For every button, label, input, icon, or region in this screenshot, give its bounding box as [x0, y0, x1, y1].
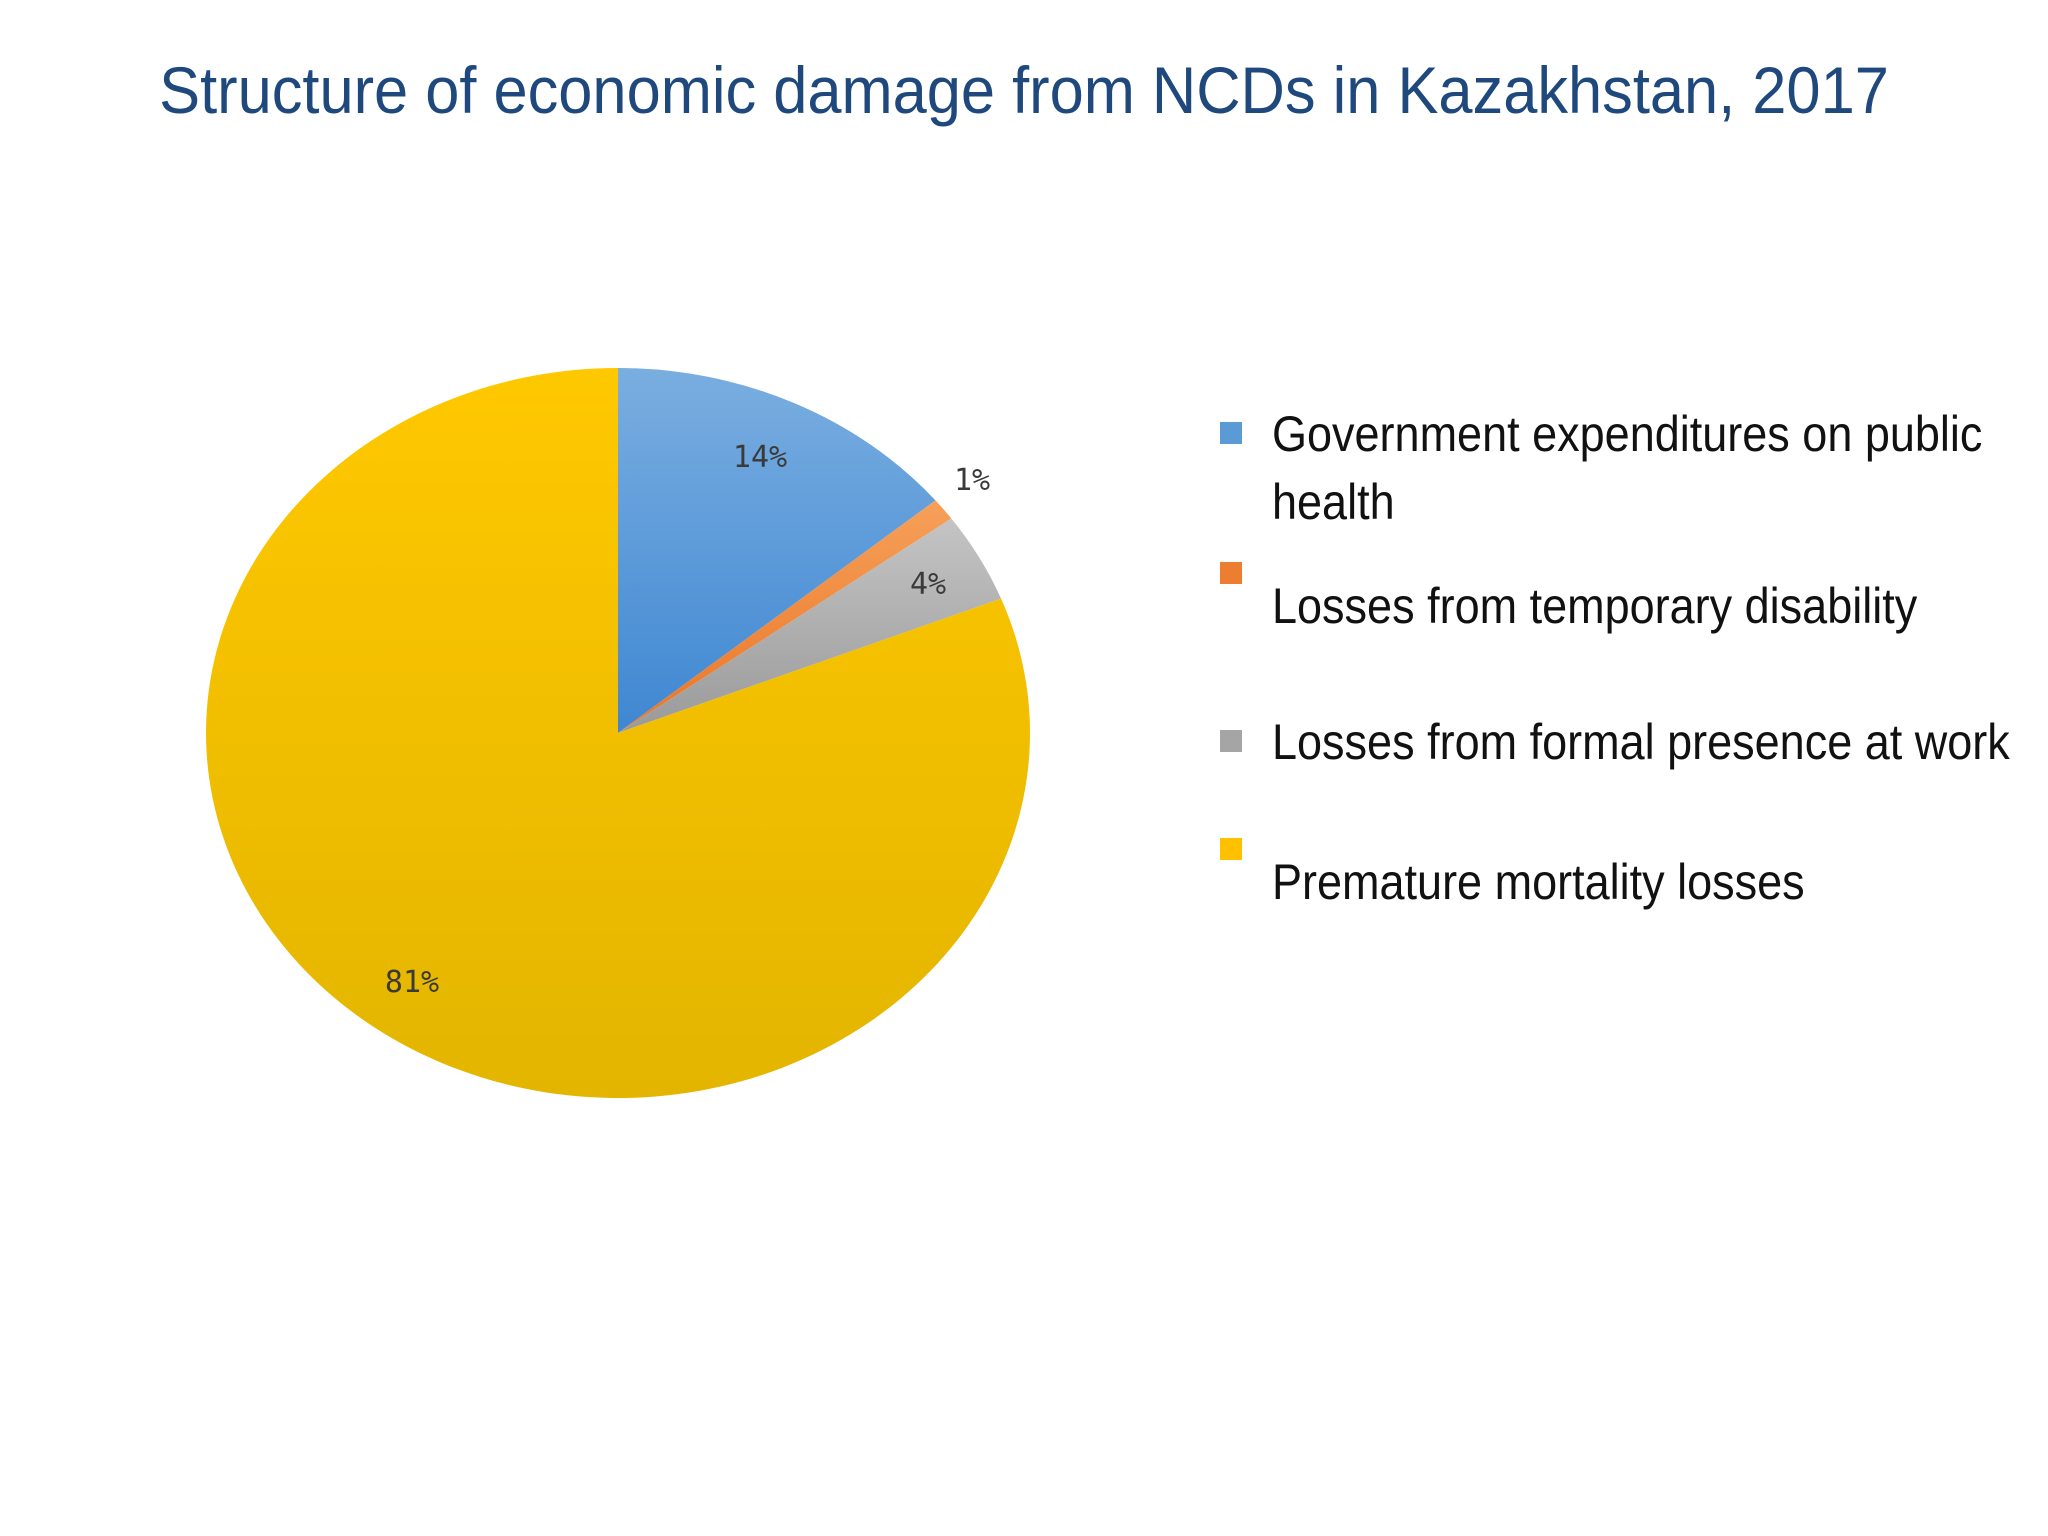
legend: Government expenditures on public health… — [1220, 400, 2010, 916]
legend-swatch — [1220, 422, 1242, 444]
slice-data-label: 14% — [733, 440, 787, 475]
pie-data-labels: 14% 1% 4% 81% — [385, 440, 990, 1000]
pie-slice-1 — [618, 368, 936, 733]
legend-item-premature-mortality: Premature mortality losses — [1220, 838, 2000, 916]
legend-item-temporary-disability: Losses from temporary disability — [1220, 562, 2000, 640]
legend-label: Losses from formal presence at work — [1272, 714, 2010, 770]
legend-swatch — [1220, 838, 1242, 860]
pie-slice-3 — [618, 518, 1002, 733]
slice-data-label: 1% — [954, 463, 990, 498]
legend-label: Premature mortality losses — [1272, 854, 1805, 910]
slice-data-label: 4% — [910, 567, 946, 602]
legend-item-formal-presence: Losses from formal presence at work — [1220, 708, 2010, 776]
legend-label: Government expenditures on public health — [1272, 406, 1983, 530]
pie-slice-4 — [206, 368, 1031, 1098]
legend-label: Losses from temporary disability — [1272, 578, 1918, 634]
chart-title: Structure of economic damage from NCDs i… — [159, 53, 1889, 127]
slice-data-label: 81% — [385, 965, 439, 1000]
legend-swatch — [1220, 562, 1242, 584]
legend-item-government-expenditures: Government expenditures on public health — [1220, 400, 2000, 536]
legend-swatch — [1220, 730, 1242, 752]
pie-slice-2 — [618, 500, 952, 733]
pie-slices — [206, 368, 1031, 1098]
